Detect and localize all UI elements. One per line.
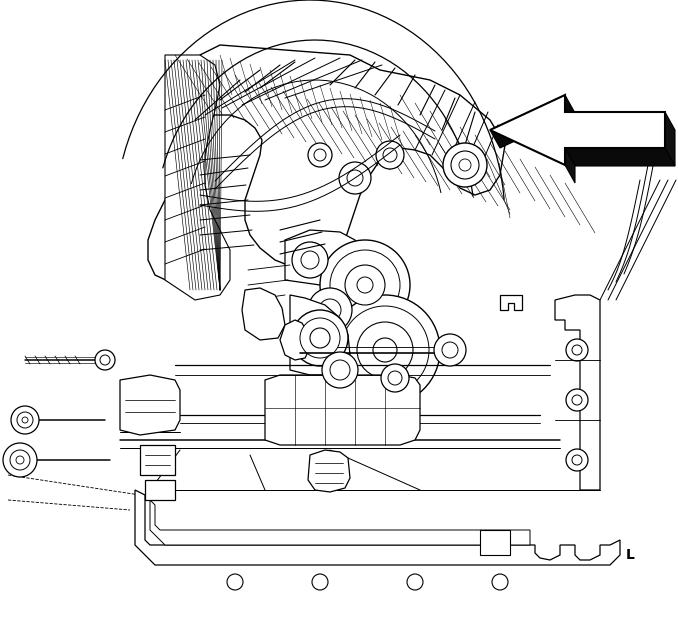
- Polygon shape: [280, 320, 310, 360]
- Polygon shape: [480, 530, 510, 555]
- Text: L: L: [626, 548, 635, 562]
- Circle shape: [566, 389, 588, 411]
- Circle shape: [319, 299, 341, 321]
- Circle shape: [320, 240, 410, 330]
- Circle shape: [381, 364, 409, 392]
- Polygon shape: [120, 375, 180, 435]
- Circle shape: [292, 242, 328, 278]
- Polygon shape: [500, 295, 522, 310]
- Circle shape: [308, 288, 352, 332]
- Circle shape: [322, 352, 358, 388]
- Circle shape: [341, 306, 429, 394]
- Polygon shape: [145, 480, 175, 500]
- Circle shape: [347, 170, 363, 186]
- Circle shape: [3, 443, 37, 477]
- Circle shape: [330, 295, 440, 405]
- Circle shape: [572, 395, 582, 405]
- Circle shape: [100, 355, 110, 365]
- Circle shape: [572, 345, 582, 355]
- Circle shape: [310, 328, 330, 348]
- Circle shape: [11, 406, 39, 434]
- Polygon shape: [490, 95, 575, 148]
- Circle shape: [314, 149, 326, 161]
- Circle shape: [22, 417, 28, 423]
- Circle shape: [345, 265, 385, 305]
- Circle shape: [566, 449, 588, 471]
- Polygon shape: [140, 445, 175, 475]
- Polygon shape: [150, 500, 530, 545]
- Circle shape: [227, 574, 243, 590]
- Circle shape: [17, 412, 33, 428]
- Polygon shape: [490, 95, 665, 165]
- Polygon shape: [290, 295, 350, 375]
- Circle shape: [572, 455, 582, 465]
- Circle shape: [300, 318, 340, 358]
- Circle shape: [383, 148, 397, 162]
- Polygon shape: [565, 148, 675, 166]
- Polygon shape: [265, 375, 420, 445]
- Circle shape: [16, 456, 24, 464]
- Circle shape: [330, 250, 400, 320]
- Circle shape: [442, 342, 458, 358]
- Circle shape: [95, 350, 115, 370]
- Circle shape: [434, 334, 466, 366]
- Circle shape: [330, 360, 350, 380]
- Polygon shape: [165, 55, 230, 300]
- Polygon shape: [565, 148, 575, 183]
- Circle shape: [376, 141, 404, 169]
- Circle shape: [566, 339, 588, 361]
- Circle shape: [407, 574, 423, 590]
- Circle shape: [292, 310, 348, 366]
- Circle shape: [459, 159, 471, 171]
- Circle shape: [388, 371, 402, 385]
- Circle shape: [10, 450, 30, 470]
- Circle shape: [492, 574, 508, 590]
- Circle shape: [443, 143, 487, 187]
- Circle shape: [312, 574, 328, 590]
- Polygon shape: [148, 45, 505, 282]
- Polygon shape: [308, 450, 350, 492]
- Circle shape: [373, 338, 397, 362]
- Circle shape: [357, 322, 413, 378]
- Circle shape: [308, 143, 332, 167]
- Circle shape: [451, 151, 479, 179]
- Polygon shape: [665, 112, 675, 166]
- Circle shape: [357, 277, 373, 293]
- Polygon shape: [135, 490, 620, 565]
- Polygon shape: [555, 295, 600, 490]
- Circle shape: [301, 251, 319, 269]
- Polygon shape: [285, 230, 360, 285]
- Circle shape: [339, 162, 371, 194]
- Polygon shape: [242, 288, 285, 340]
